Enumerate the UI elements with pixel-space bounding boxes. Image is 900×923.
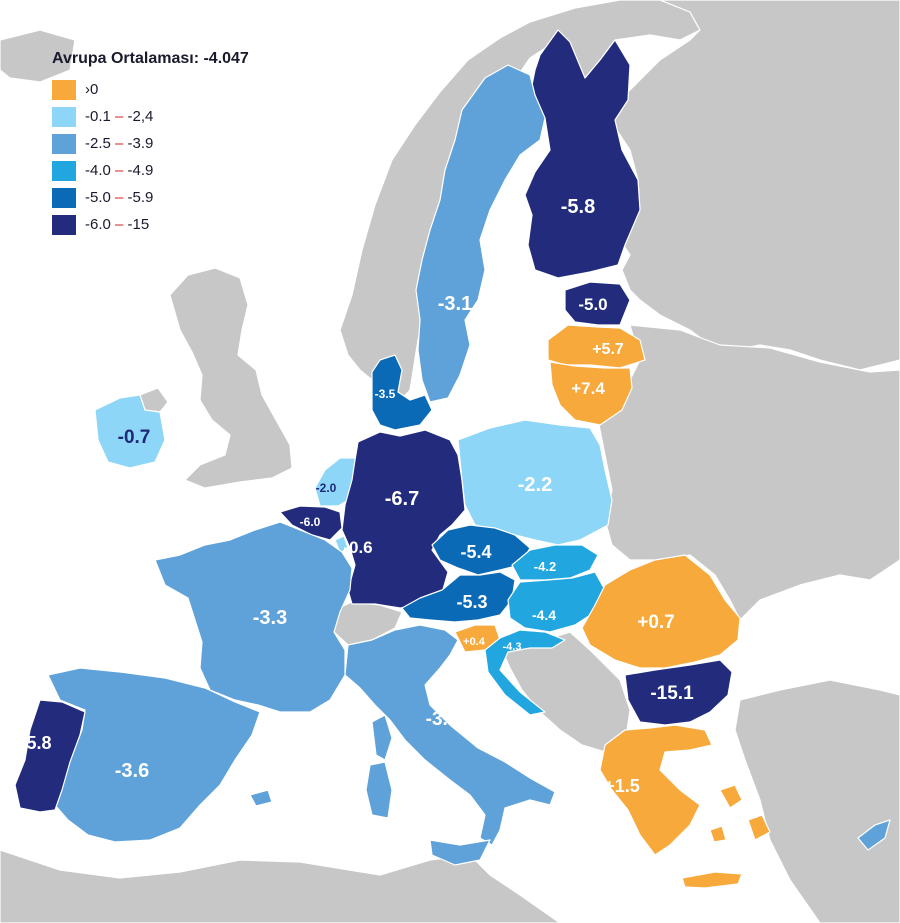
legend-range-low: -4.0 [85, 162, 111, 179]
label-ireland: -0.7 [118, 427, 151, 448]
country-lithuania[interactable] [549, 361, 633, 426]
country-greece-crete[interactable] [681, 871, 743, 889]
legend-item: -6.0 – -15 [52, 211, 249, 238]
legend-items: ›0 -0.1 – -2,4 -2.5 – -3.9 -4.0 – -4.9 -5.0 … [52, 76, 249, 238]
uk [169, 267, 293, 489]
label-portugal: -5.8 [20, 733, 51, 753]
country-estonia[interactable] [564, 281, 631, 326]
country-france[interactable] [154, 521, 353, 713]
country-italy[interactable] [344, 624, 556, 846]
legend-item: -0.1 – -2,4 [52, 103, 249, 130]
label-austria: -5.3 [456, 592, 487, 612]
legend-range-high: -3.9 [127, 135, 154, 152]
label-netherlands: -2.0 [316, 481, 337, 495]
country-luxembourg[interactable] [334, 535, 349, 554]
legend-range-dash: – [110, 162, 128, 179]
label-estonia: -5.0 [578, 295, 607, 314]
country-denmark[interactable] [371, 354, 433, 431]
value-labels: -5.8 -3.1 -5.0 +5.7 +7.4 -3.5 -0.7 -2.0 … [20, 196, 694, 796]
country-bulgaria[interactable] [624, 659, 733, 726]
legend-range-dash: – [110, 135, 128, 152]
legend-range-low: ›0 [85, 81, 99, 98]
label-romania: +0.7 [637, 612, 675, 633]
legend: Avrupa Ortalaması: -4.047 ›0 -0.1 – -2,4-… [52, 50, 249, 238]
country-romania[interactable] [581, 554, 741, 669]
label-italy: -3.9 [426, 709, 459, 730]
legend-item: -5.0 – -5.9 [52, 184, 249, 211]
country-croatia[interactable] [484, 629, 566, 716]
legend-range-high: -4.9 [127, 162, 154, 179]
country-italy-sardinia[interactable] [365, 761, 393, 819]
label-poland: -2.2 [518, 474, 552, 496]
country-greece[interactable] [599, 724, 713, 856]
legend-label: -0.1 – -2,4 [85, 108, 153, 125]
label-czechia: -5.4 [460, 542, 491, 562]
russia-north [609, 0, 900, 371]
label-germany: -6.7 [385, 488, 419, 510]
label-spain: -3.6 [115, 760, 149, 782]
label-greece: +1.5 [604, 776, 640, 796]
legend-swatch [52, 187, 76, 208]
label-hungary: -4.4 [532, 607, 556, 623]
legend-swatch [52, 160, 76, 181]
label-belgium: -6.0 [300, 515, 321, 529]
label-slovakia: -4.2 [534, 559, 556, 574]
legend-label: -5.0 – -5.9 [85, 189, 153, 206]
legend-item: ›0 [52, 76, 249, 103]
label-slovenia: +0.4 [463, 636, 486, 648]
country-italy-sicily[interactable] [429, 839, 491, 866]
country-slovakia[interactable] [511, 544, 599, 581]
country-sweden[interactable] [415, 64, 546, 403]
iceland [0, 29, 76, 83]
eu-countries [14, 29, 891, 889]
turkey [734, 679, 900, 923]
country-corsica[interactable] [371, 714, 393, 761]
label-denmark: -3.5 [375, 387, 396, 401]
label-croatia: -4.3 [503, 641, 522, 653]
legend-swatch [52, 133, 76, 154]
country-poland[interactable] [457, 419, 613, 546]
label-france: -3.3 [253, 607, 287, 629]
legend-swatch [52, 106, 76, 127]
legend-label: -4.0 – -4.9 [85, 162, 153, 179]
north-africa [0, 849, 561, 923]
label-bulgaria: -15.1 [650, 683, 694, 704]
legend-label: -2.5 – -3.9 [85, 135, 153, 152]
legend-range-high: -5.9 [127, 189, 154, 206]
legend-label: ›0 [85, 81, 98, 98]
legend-range-dash: – [110, 189, 128, 206]
legend-range-dash: – [110, 216, 128, 233]
country-ireland[interactable] [94, 394, 166, 469]
label-lithuania: +7.4 [571, 379, 605, 398]
legend-item: -2.5 – -3.9 [52, 130, 249, 157]
legend-title: Avrupa Ortalaması: -4.047 [52, 50, 249, 67]
legend-range-low: -5.0 [85, 189, 111, 206]
legend-range-dash: – [110, 108, 128, 125]
legend-swatch [52, 214, 76, 235]
legend-label: -6.0 – -15 [85, 216, 149, 233]
label-luxembourg: -0.6 [343, 538, 372, 557]
country-finland[interactable] [524, 29, 641, 279]
label-sweden: -3.1 [438, 293, 472, 315]
country-austria[interactable] [401, 571, 516, 623]
legend-range-low: -2.5 [85, 135, 111, 152]
country-cyprus[interactable] [857, 819, 891, 851]
label-latvia: +5.7 [592, 341, 624, 358]
country-greece-islands[interactable] [709, 784, 771, 843]
legend-range-low: -0.1 [85, 108, 111, 125]
legend-item: -4.0 – -4.9 [52, 157, 249, 184]
legend-swatch [52, 79, 76, 100]
label-finland: -5.8 [561, 196, 595, 218]
legend-range-high: -2,4 [127, 108, 154, 125]
legend-range-high: -15 [127, 216, 150, 233]
country-portugal[interactable] [14, 699, 86, 813]
legend-range-low: -6.0 [85, 216, 111, 233]
country-spain-balearics[interactable] [249, 789, 273, 807]
